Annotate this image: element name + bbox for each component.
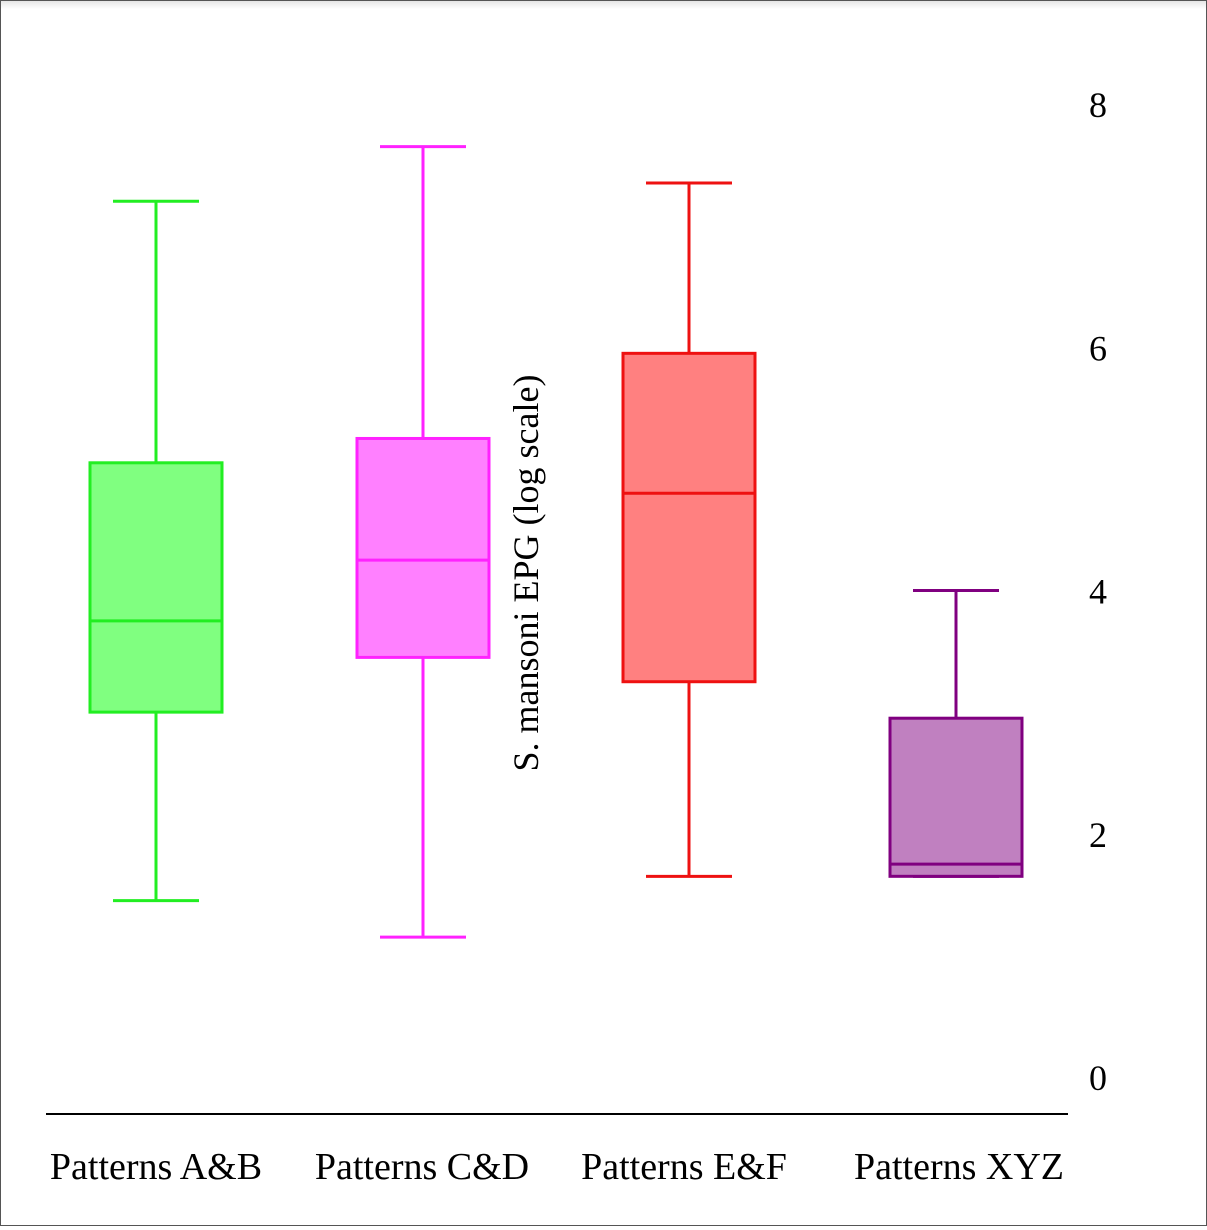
x-tick-label: Patterns E&F: [581, 1146, 787, 1188]
y-tick-label: 4: [1089, 572, 1107, 612]
y-axis-label: S. mansoni EPG (log scale): [506, 375, 546, 772]
y-tick-label: 0: [1089, 1058, 1107, 1098]
y-tick-label: 8: [1089, 85, 1107, 125]
box-3: [621, 181, 757, 878]
iqr-box: [355, 436, 491, 659]
box-4: [888, 589, 1024, 878]
box-1: [88, 199, 224, 903]
iqr-box: [888, 716, 1024, 878]
iqr-box: [88, 461, 224, 714]
x-tick-label: Patterns XYZ: [854, 1146, 1064, 1188]
iqr-box: [621, 351, 757, 684]
boxes-layer: [88, 145, 1024, 939]
box-2: [355, 145, 491, 939]
y-axis-ticks: 0 2 4 6 8: [1089, 85, 1107, 1098]
x-axis-labels: Patterns A&B Patterns C&D Patterns E&F Patt…: [50, 1146, 1064, 1188]
top-border-shading: [1, 1, 1206, 9]
x-tick-label: Patterns C&D: [315, 1146, 529, 1188]
y-tick-label: 2: [1089, 815, 1107, 855]
y-tick-label: 6: [1089, 328, 1107, 368]
x-tick-label: Patterns A&B: [50, 1146, 262, 1188]
